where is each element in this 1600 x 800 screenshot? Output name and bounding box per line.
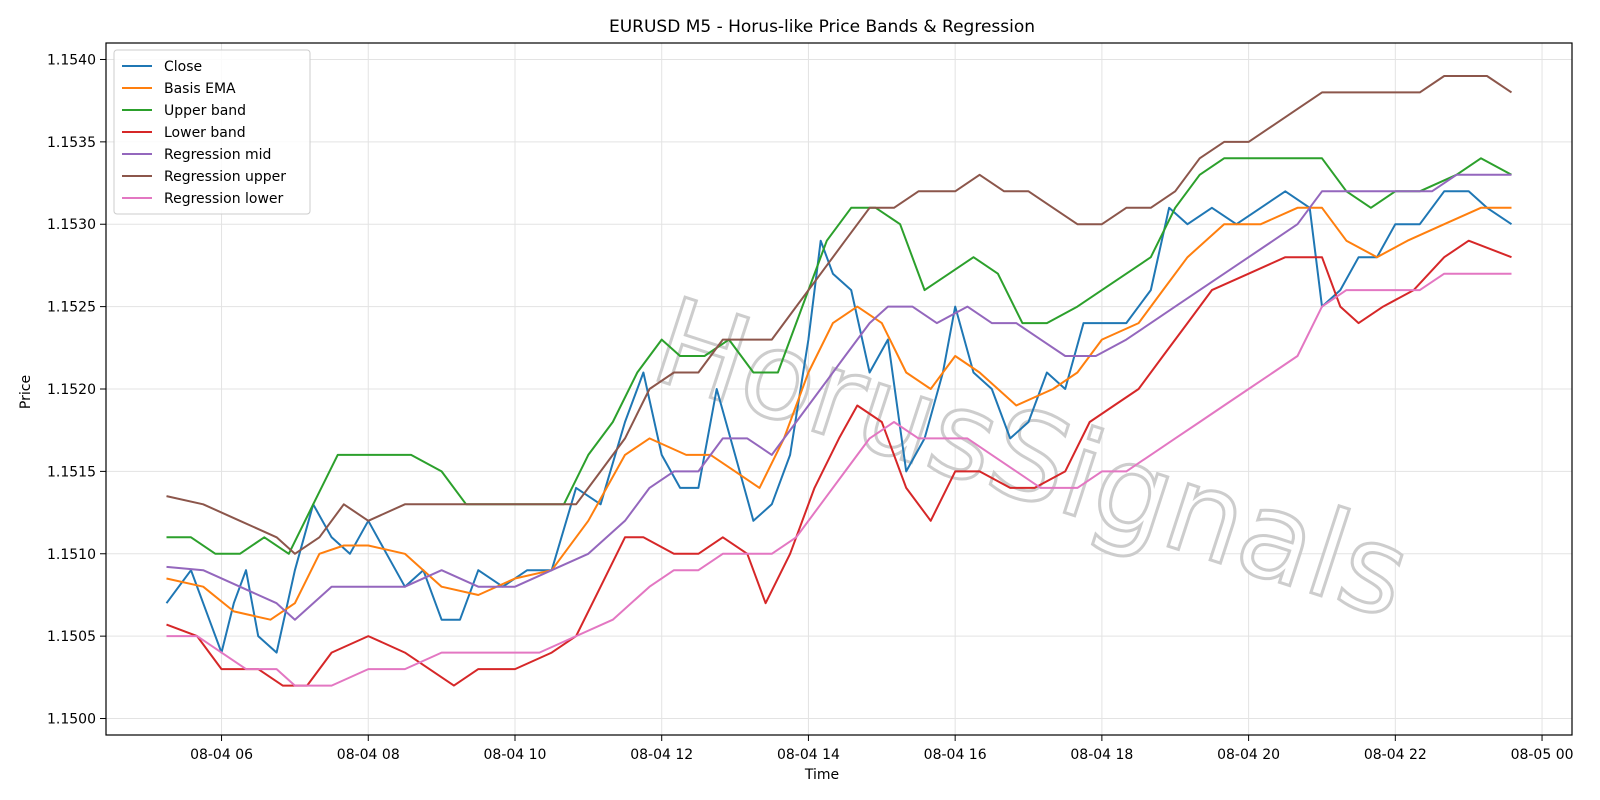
legend-label: Basis EMA: [164, 81, 236, 97]
y-tick-label: 1.1535: [47, 135, 96, 151]
legend-label: Lower band: [164, 125, 246, 141]
series-line-regression-upper: [166, 75, 1513, 555]
chart-title: EURUSD M5 - Horus-like Price Bands & Reg…: [609, 17, 1035, 37]
legend-label: Regression lower: [164, 191, 284, 207]
x-tick-label: 08-04 10: [484, 747, 547, 763]
y-tick-label: 1.1530: [47, 217, 96, 233]
series-line-regression-lower: [166, 272, 1512, 687]
y-tick-label: 1.1520: [47, 382, 96, 398]
y-tick-label: 1.1540: [47, 52, 96, 68]
series-line-regression-mid: [166, 173, 1512, 621]
x-tick-label: 08-04 18: [1070, 747, 1133, 763]
y-axis-title: Price: [18, 375, 34, 409]
legend-label: Close: [164, 59, 202, 75]
x-tick-label: 08-05 00: [1511, 747, 1574, 763]
legend-label: Upper band: [164, 103, 246, 119]
x-tick-label: 08-04 06: [190, 747, 253, 763]
x-tick-label: 08-04 08: [337, 747, 400, 763]
x-tick-label: 08-04 22: [1364, 747, 1427, 763]
series-line-upper-band: [166, 157, 1512, 555]
x-tick-label: 08-04 12: [630, 747, 693, 763]
y-tick-label: 1.1515: [47, 464, 96, 480]
legend-box: [113, 49, 311, 215]
legend: Close Basis EMA Upper band Lower band Regres…: [113, 49, 311, 215]
series-lines: [165, 75, 1513, 687]
y-tick-label: 1.1510: [47, 547, 96, 563]
legend-label: Regression mid: [164, 147, 271, 163]
x-axis: 08-04 06 08-04 08 08-04 10 08-04 12 08-04 14…: [190, 735, 1574, 763]
x-tick-label: 08-04 20: [1217, 747, 1280, 763]
y-axis: 1.1500 1.1505 1.1510 1.1515 1.1520 1.1525 1.15…: [47, 52, 106, 728]
x-axis-title: Time: [804, 767, 839, 783]
legend-label: Regression upper: [164, 169, 286, 185]
series-line-lower-band: [166, 239, 1512, 687]
y-tick-label: 1.1500: [47, 712, 96, 728]
y-tick-label: 1.1525: [47, 300, 96, 316]
y-tick-label: 1.1505: [47, 629, 96, 645]
x-tick-label: 08-04 14: [777, 747, 840, 763]
series-line-basis-ema: [166, 206, 1512, 621]
x-tick-label: 08-04 16: [924, 747, 987, 763]
series-line-close: [165, 190, 1513, 654]
